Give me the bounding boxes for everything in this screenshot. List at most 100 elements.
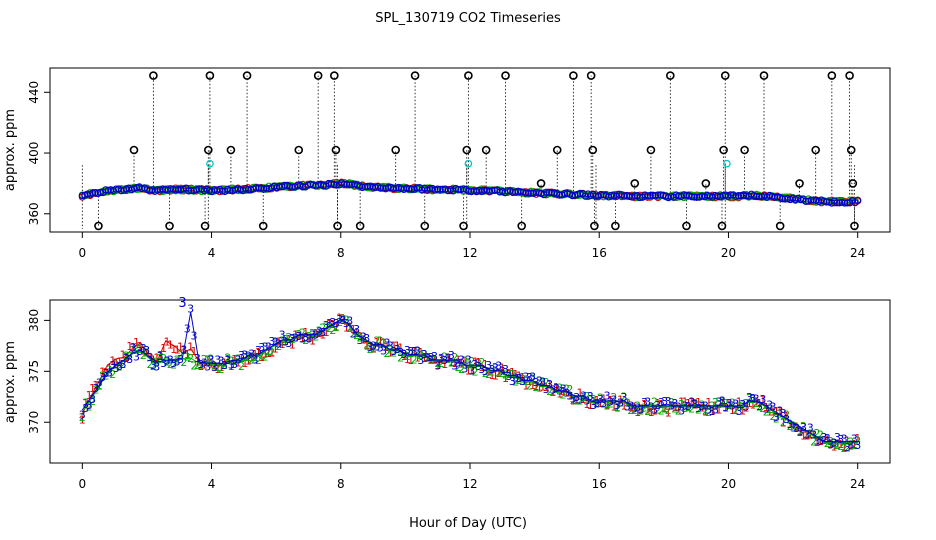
series-1-point: 1 [377,334,384,347]
blue-point [345,181,354,189]
series-2-point: 2 [458,363,465,376]
series-3-point: 3 [397,346,404,359]
series-3-point: 3 [444,351,451,364]
series-1-point: 1 [759,394,766,407]
series-1-point: 1 [705,396,712,409]
blue-point [734,191,743,200]
series-2-point: 2 [851,439,858,452]
series-2-point: 2 [251,351,258,364]
series-1-point: 1 [407,354,414,367]
series-2-point: 2 [448,356,455,369]
series-2-point: 2 [417,349,424,362]
series-3-point: 3 [119,358,126,371]
series-3-point: 3 [526,371,533,384]
series-1-point: 1 [844,434,851,447]
series-1-point: 1 [854,432,861,445]
series-1-point: 1 [709,405,716,418]
series-3-point: 3 [82,402,89,415]
bottom-y-axis: 370 375 380 [27,309,50,434]
series-3-point: 3 [692,398,699,411]
series-2-point: 2 [411,354,418,367]
series-3-point: 3 [533,376,540,389]
series-3-point: 3 [458,354,465,367]
series-3-point: 3 [553,382,560,395]
series-3-point: 3 [587,390,594,403]
series-1-point: 1 [119,349,126,362]
series-1-point: 1 [702,405,709,418]
series-2-point: 2 [621,391,628,404]
series-1-point: 1 [729,404,736,417]
series-3-point: 3 [695,402,702,415]
blue-point [680,191,688,199]
series-1-point: 1 [109,354,116,367]
series-1-point: 1 [726,398,733,411]
series-1-point: 1 [658,398,665,411]
peak-annotation: 3 [178,296,186,311]
series-1-point: 1 [187,341,194,354]
series-3-point: 3 [583,395,590,408]
series-2-point: 2 [346,322,353,335]
series-1-point: 1 [255,346,262,359]
series-3-point: 3 [841,433,848,446]
series-2-point: 2 [326,322,333,335]
series-3-point: 3 [323,319,330,332]
series-3-point: 3 [245,350,252,363]
series-3-point: 3 [292,332,299,345]
series-2-point: 2 [177,349,184,362]
series-3-point: 3 [272,336,279,349]
series-2-point: 2 [306,330,313,343]
series-3-point: 3 [573,391,580,404]
series-3-point: 3 [495,360,502,373]
series-2-point: 2 [668,396,675,409]
series-3-point: 3 [851,432,858,445]
series-2-point: 2 [837,440,844,453]
series-2-point: 2 [343,313,350,326]
series-1-point: 1 [103,366,110,379]
series-2-point: 2 [191,359,198,372]
series-1-point: 1 [163,336,170,349]
series-2-point: 2 [160,352,167,365]
series-1-point: 1 [153,352,160,365]
series-2-point: 2 [502,368,509,381]
series-1-point: 1 [742,401,749,414]
bottom-panel-marks: 1111111111111111111111111111111111111111… [79,296,861,455]
series-3-point: 3 [282,336,289,349]
series-1-point: 1 [600,392,607,405]
series-2-point: 2 [654,404,661,417]
series-2-point: 2 [685,401,692,414]
series-3-point: 3 [350,327,357,340]
series-3-point: 3 [289,332,296,345]
series-3-point: 3 [478,363,485,376]
series-2-point: 2 [147,358,154,371]
top-y-tick-label: 400 [27,142,41,165]
series-1-point: 1 [343,321,350,334]
blue-point [524,189,532,197]
series-2-point: 2 [400,347,407,360]
series-3-point: 3 [353,323,360,336]
series-1-point: 1 [516,370,523,383]
series-3-point: 3 [627,399,634,412]
blue-point [436,185,444,193]
series-2-point: 2 [556,382,563,395]
series-1-point: 1 [641,398,648,411]
blue-point [376,184,385,192]
series-3-point: 3 [356,334,363,347]
series-1-point: 1 [637,403,644,416]
series-3-point: 3 [783,413,790,426]
series-2-point: 2 [157,352,164,365]
series-1-point: 1 [715,404,722,417]
series-1-point: 1 [685,397,692,410]
blue-point [102,186,110,194]
top-x-tick-label: 4 [208,246,216,260]
series-3-point: 3 [614,399,621,412]
blue-point [340,180,348,188]
series-3-point: 3 [387,339,394,352]
blue-point [166,185,175,193]
series-3-point: 3 [235,354,242,367]
series-1-point: 1 [549,385,556,398]
series-2-point: 2 [384,347,391,360]
series-2-point: 2 [814,427,821,440]
series-1-point: 1 [336,312,343,325]
series-1-point: 1 [688,396,695,409]
series-3-point: 3 [424,351,431,364]
